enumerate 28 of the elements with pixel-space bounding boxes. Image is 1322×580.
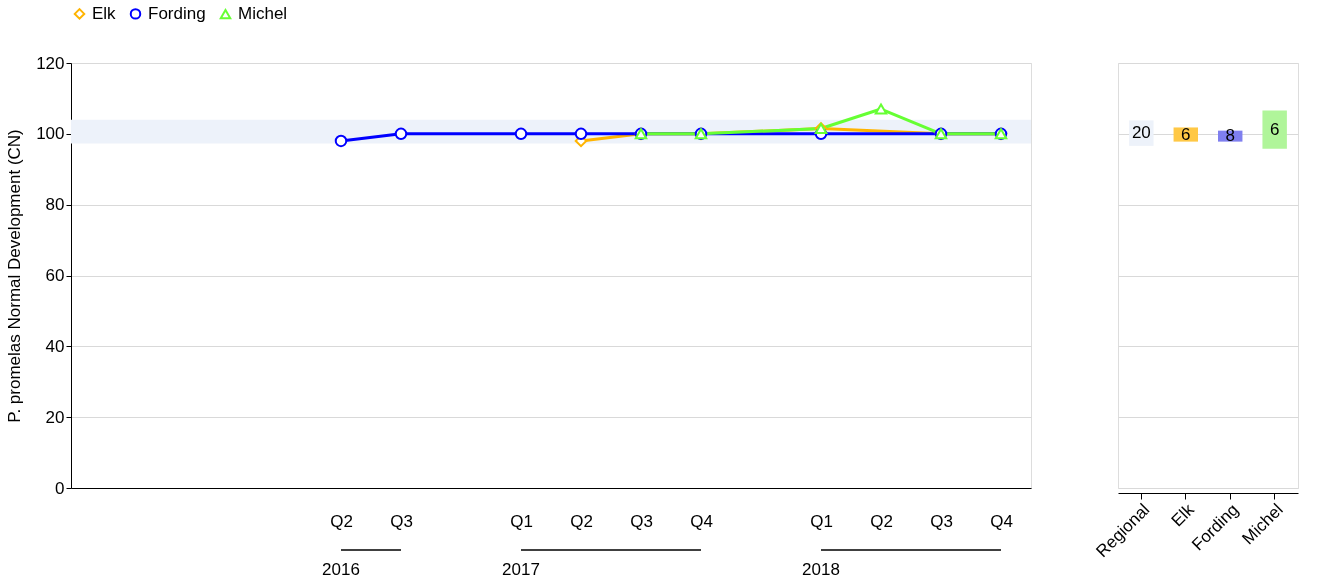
annotation: 8 [1225, 126, 1235, 146]
x-tick-label: Q3 [390, 511, 413, 531]
y-tick-label: 20 [45, 407, 65, 427]
annotation: 6 [1269, 119, 1280, 139]
x-tick-label: Q3 [630, 511, 653, 531]
x-tick-label: Q1 [510, 511, 533, 531]
text: 2018 [802, 560, 840, 579]
y-tick-label: 0 [55, 478, 65, 498]
legend-label: Michel [238, 4, 288, 24]
x-tick-label: Q2 [570, 511, 593, 531]
y-tick-label: 80 [45, 195, 65, 215]
x-tick-label: Q3 [930, 511, 953, 531]
y-tick-label: 100 [36, 124, 65, 144]
annotation: 6 [1181, 124, 1191, 144]
y-tick-label: 60 [45, 266, 65, 285]
x-tick-label: Q2 [330, 511, 353, 531]
y-axis-title: P. promelas Normal Development (CN) [5, 129, 25, 423]
x-tick-label: Q2 [870, 511, 893, 531]
legend-label: Elk [92, 3, 117, 23]
x-tick-label: Q4 [690, 511, 713, 531]
x-tick-label: Q1 [810, 511, 833, 531]
y-tick-label: 120 [36, 53, 65, 73]
y-tick-label: 40 [45, 336, 65, 356]
text: 2016 [322, 560, 360, 579]
annotation: 20 [1131, 123, 1151, 143]
legend-label: Fording [148, 3, 206, 23]
text: 2017 [502, 560, 540, 579]
x-tick-label: Q4 [990, 511, 1013, 531]
